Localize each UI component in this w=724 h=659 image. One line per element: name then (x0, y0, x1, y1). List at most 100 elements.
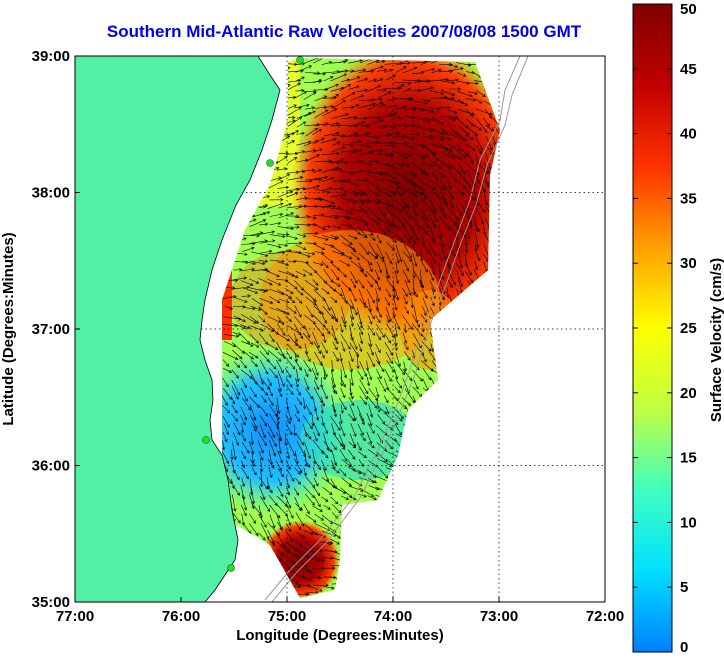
velocity-arrow (248, 351, 259, 359)
velocity-arrow (303, 360, 312, 373)
velocity-arrow (294, 467, 302, 475)
velocity-arrow (403, 189, 418, 197)
velocity-arrow (402, 97, 413, 102)
velocity-arrow (348, 396, 355, 407)
velocity-arrow (367, 442, 375, 449)
velocity-arrow (341, 78, 351, 83)
velocity-arrow (269, 368, 278, 379)
velocity-arrow (312, 243, 326, 250)
velocity-arrow (257, 230, 276, 235)
velocity-arrow (410, 225, 419, 241)
velocity-arrow (377, 405, 387, 415)
velocity-arrow (366, 377, 371, 387)
velocity-arrow (286, 107, 302, 117)
velocity-arrow (287, 325, 302, 335)
velocity-arrow (458, 252, 463, 269)
velocity-arrow (304, 58, 320, 64)
velocity-arrow (386, 360, 395, 373)
velocity-arrow (322, 566, 336, 570)
velocity-arrow (305, 305, 314, 318)
velocity-arrow (321, 556, 334, 560)
velocity-arrow (331, 385, 338, 395)
colorbar (632, 3, 673, 653)
velocity-arrow (421, 360, 434, 372)
colorbar-tick-label: 20 (680, 385, 697, 402)
velocity-arrow (402, 368, 413, 382)
velocity-arrow (340, 252, 353, 260)
velocity-arrow (323, 541, 334, 545)
velocity-arrow (429, 90, 445, 95)
velocity-arrow (466, 170, 476, 187)
velocity-arrow (260, 406, 268, 417)
velocity-arrow (286, 241, 303, 245)
velocity-arrow (251, 487, 256, 505)
velocity-arrow (350, 140, 363, 144)
velocity-arrow (286, 235, 299, 240)
velocity-arrow (464, 234, 469, 247)
velocity-arrow (384, 232, 397, 243)
velocity-arrow (267, 386, 274, 397)
velocity-arrow (410, 180, 422, 190)
velocity-arrow (340, 92, 356, 101)
velocity-arrow (285, 413, 291, 425)
velocity-arrow (258, 277, 273, 286)
velocity-arrow (268, 350, 282, 362)
velocity-arrow (403, 144, 415, 149)
velocity-arrow (305, 215, 317, 220)
velocity-arrow (249, 513, 256, 524)
velocity-arrow (366, 85, 382, 93)
velocity-arrow (395, 378, 402, 389)
velocity-arrow (330, 478, 337, 490)
velocity-arrow (332, 351, 339, 362)
velocity-arrow (447, 270, 456, 286)
velocity-arrow (230, 295, 248, 303)
velocity-arrow (269, 212, 284, 217)
y-tick-label: 37:00 (32, 321, 70, 338)
velocity-arrow (323, 131, 340, 137)
velocity-arrow (330, 296, 338, 303)
velocity-arrow (313, 137, 325, 145)
velocity-arrow (457, 72, 467, 77)
velocity-arrow (332, 141, 341, 146)
velocity-arrow (439, 80, 456, 85)
velocity-arrow (402, 251, 413, 262)
velocity-arrow (295, 88, 305, 93)
y-tick-label: 39:00 (32, 48, 70, 65)
velocity-arrow (312, 505, 323, 512)
velocity-arrow (357, 178, 368, 182)
velocity-arrow (357, 423, 364, 436)
velocity-arrow (338, 468, 347, 477)
velocity-arrow (440, 115, 459, 120)
velocity-arrow (304, 442, 311, 460)
velocity-arrow (394, 81, 412, 85)
velocity-arrow (420, 86, 435, 91)
velocity-arrow (249, 414, 258, 430)
velocity-arrow (293, 424, 297, 437)
velocity-arrow (402, 152, 412, 157)
velocity-arrow (332, 404, 337, 418)
velocity-arrow (449, 198, 454, 209)
velocity-arrow (340, 404, 344, 414)
velocity-arrow (321, 253, 334, 264)
velocity-arrow (420, 225, 428, 235)
velocity-arrow (368, 242, 379, 259)
velocity-arrow (295, 65, 312, 73)
velocity-arrow (260, 522, 270, 540)
velocity-arrow (313, 305, 324, 315)
velocity-arrow (268, 180, 284, 189)
colorbar-tick-label: 15 (680, 450, 697, 467)
velocity-arrow (366, 395, 378, 409)
velocity-arrow (448, 163, 462, 175)
velocity-arrow (348, 198, 365, 205)
velocity-arrow (475, 98, 483, 104)
velocity-arrow (367, 119, 384, 126)
velocity-arrow (339, 442, 345, 451)
velocity-arrow (302, 168, 316, 172)
velocity-arrow (359, 395, 367, 405)
velocity-arrow (385, 251, 392, 265)
velocity-arrow (348, 441, 357, 449)
velocity-arrow (314, 540, 333, 546)
velocity-arrow (240, 504, 247, 517)
velocity-arrow (286, 140, 296, 145)
velocity-arrow (348, 413, 356, 422)
